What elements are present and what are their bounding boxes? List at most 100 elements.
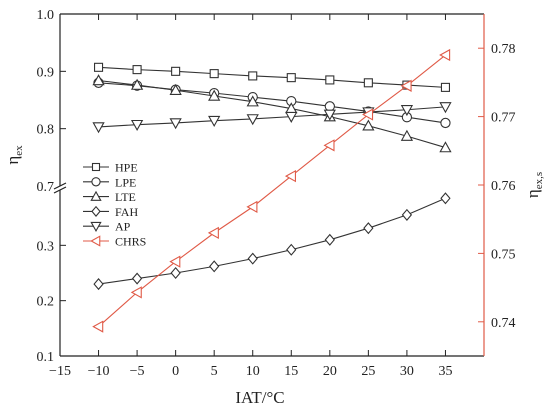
x-tick-label: −5 (130, 364, 145, 379)
data-point-marker (285, 111, 298, 123)
data-point-marker (286, 243, 297, 256)
x-tick-label: 5 (211, 364, 218, 379)
left-tick-label: 0.2 (37, 295, 55, 310)
axis-labels-group: IAT/°C ηex ηex,s (3, 145, 545, 407)
x-tick-label: −10 (88, 364, 110, 379)
data-point-marker (400, 79, 412, 92)
data-point-marker (90, 221, 102, 233)
x-tick-label: 10 (246, 364, 260, 379)
x-tick-label: −15 (49, 364, 71, 379)
left-tick-label: 0.3 (37, 239, 55, 254)
data-point-marker (92, 320, 104, 333)
legend-label: LTE (115, 190, 136, 204)
series-ap (92, 102, 452, 134)
legend-item-chrs: CHRS (83, 235, 146, 249)
data-point-marker (93, 62, 104, 72)
data-point-marker (323, 139, 335, 152)
legend-item-lpe: LPE (83, 175, 136, 189)
x-tick-label: 15 (284, 364, 298, 379)
left-tick-label: 0.1 (37, 350, 55, 365)
series-line (98, 79, 446, 149)
series-line (98, 197, 446, 285)
data-point-marker (286, 73, 296, 83)
axis-break-mark-upper (53, 182, 67, 190)
data-point-marker (362, 119, 375, 131)
series-group (92, 48, 452, 333)
data-point-marker (91, 205, 101, 217)
left-axis-label-sub: ex (13, 145, 25, 156)
data-point-marker (207, 226, 219, 240)
legend-label: LPE (115, 175, 136, 189)
legend-label: FAH (115, 205, 138, 219)
data-point-marker (171, 66, 181, 76)
x-tick-label: 35 (438, 364, 452, 379)
data-point-marker (400, 129, 414, 141)
data-point-marker (247, 252, 258, 265)
data-point-marker (209, 69, 219, 79)
data-point-marker (362, 108, 374, 121)
data-point-marker (248, 71, 258, 81)
legend-label: HPE (115, 161, 138, 175)
data-point-marker (90, 190, 102, 201)
data-point-marker (363, 78, 373, 88)
legend-label: CHRS (115, 235, 146, 249)
x-axis-label: IAT/°C (235, 388, 284, 407)
data-point-marker (90, 235, 101, 247)
data-point-marker (92, 74, 105, 86)
data-point-marker (130, 78, 144, 90)
data-point-marker (440, 192, 451, 205)
legend-item-hpe: HPE (83, 161, 138, 175)
data-point-marker (323, 109, 336, 121)
data-point-marker (170, 266, 181, 280)
data-point-marker (132, 65, 142, 75)
data-point-marker (363, 222, 374, 235)
x-tick-label: 30 (400, 364, 414, 379)
data-point-marker (324, 233, 335, 246)
right-tick-label: 0.76 (491, 179, 516, 194)
legend-item-lte: LTE (83, 190, 136, 204)
data-point-marker (131, 272, 143, 285)
series-fah (93, 192, 451, 291)
data-point-marker (324, 101, 335, 112)
left-axis-label: ηex (3, 145, 25, 165)
legend-item-ap: AP (83, 220, 131, 234)
series-lte (92, 74, 452, 153)
series-line (98, 106, 446, 128)
series-hpe (93, 62, 451, 92)
data-point-marker (440, 117, 451, 129)
data-point-marker (91, 162, 101, 172)
series-lpe (93, 77, 451, 129)
series-line (98, 66, 446, 88)
data-point-marker (130, 119, 144, 131)
data-point-marker (400, 105, 414, 117)
left-tick-label: 0.9 (37, 65, 55, 80)
series-line (98, 82, 446, 124)
data-point-marker (439, 102, 452, 114)
axes-group: −15 −10 −5 0 5 10 15 20 25 30 35 0.8 0.9 1.0 0.7 0.1 0.2… (37, 8, 516, 379)
data-point-marker (208, 89, 221, 101)
data-point-marker (209, 260, 220, 273)
right-tick-label: 0.74 (491, 316, 516, 331)
data-point-marker (246, 95, 259, 107)
data-point-marker (401, 208, 413, 221)
left-tick-label: 0.8 (37, 123, 55, 138)
right-axis-label-main: η (523, 189, 542, 198)
data-point-marker (246, 200, 258, 214)
data-point-marker (246, 114, 259, 126)
data-point-marker (93, 278, 104, 291)
x-tick-label: 0 (172, 364, 179, 379)
data-point-marker (208, 115, 221, 127)
data-point-marker (169, 255, 181, 268)
data-point-marker (130, 286, 142, 299)
data-point-marker (91, 177, 101, 187)
series-chrs (92, 48, 451, 333)
left-tick-label-break: 0.7 (37, 180, 55, 195)
right-tick-label: 0.77 (491, 111, 516, 126)
data-point-marker (440, 82, 451, 92)
left-axis-label-main: η (3, 156, 22, 165)
data-point-marker (439, 141, 452, 153)
x-tick-label: 20 (323, 364, 337, 379)
data-point-marker (92, 122, 105, 134)
